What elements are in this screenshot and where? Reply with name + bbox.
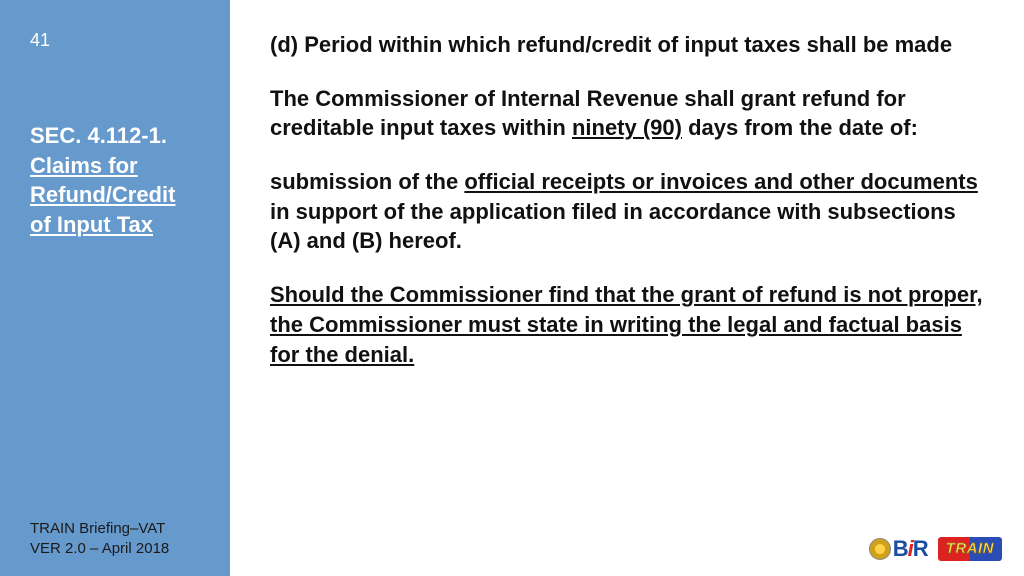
- logo-area: BiR TRAIN: [869, 536, 1002, 562]
- p1-underlined: ninety (90): [572, 115, 682, 140]
- bir-seal-icon: [869, 538, 891, 560]
- sidebar: 41 SEC. 4.112-1. Claims for Refund/Credi…: [0, 0, 230, 576]
- bir-b: B: [893, 536, 908, 561]
- section-title-l3: of Input Tax: [30, 212, 153, 237]
- body-text: (d) Period within which refund/credit of…: [270, 30, 984, 369]
- p2-a: submission of the: [270, 169, 464, 194]
- p1-b: days from the date of:: [682, 115, 918, 140]
- heading-paragraph: (d) Period within which refund/credit of…: [270, 30, 984, 60]
- p2-b: in support of the application filed in a…: [270, 199, 956, 254]
- section-code: SEC. 4.112-1.: [30, 123, 167, 148]
- paragraph-3: Should the Commissioner find that the gr…: [270, 280, 984, 369]
- slide-footer: TRAIN Briefing–VAT VER 2.0 – April 2018: [30, 519, 169, 558]
- p3-underlined: Should the Commissioner find that the gr…: [270, 282, 983, 366]
- paragraph-2: submission of the official receipts or i…: [270, 167, 984, 256]
- bir-r: R: [913, 536, 928, 561]
- paragraph-1: The Commissioner of Internal Revenue sha…: [270, 84, 984, 143]
- footer-line2: VER 2.0 – April 2018: [30, 539, 169, 559]
- page-number: 41: [30, 30, 210, 51]
- p2-underlined: official receipts or invoices and other …: [464, 169, 977, 194]
- bir-logo: BiR: [869, 536, 928, 562]
- main-content: (d) Period within which refund/credit of…: [230, 0, 1024, 576]
- bir-text: BiR: [893, 536, 928, 562]
- section-title-l1: Claims for: [30, 153, 138, 178]
- footer-line1: TRAIN Briefing–VAT: [30, 519, 169, 539]
- section-title-l2: Refund/Credit: [30, 182, 175, 207]
- section-title: SEC. 4.112-1. Claims for Refund/Credit o…: [30, 121, 210, 240]
- train-text: TRAIN: [946, 540, 994, 557]
- train-logo: TRAIN: [938, 537, 1002, 561]
